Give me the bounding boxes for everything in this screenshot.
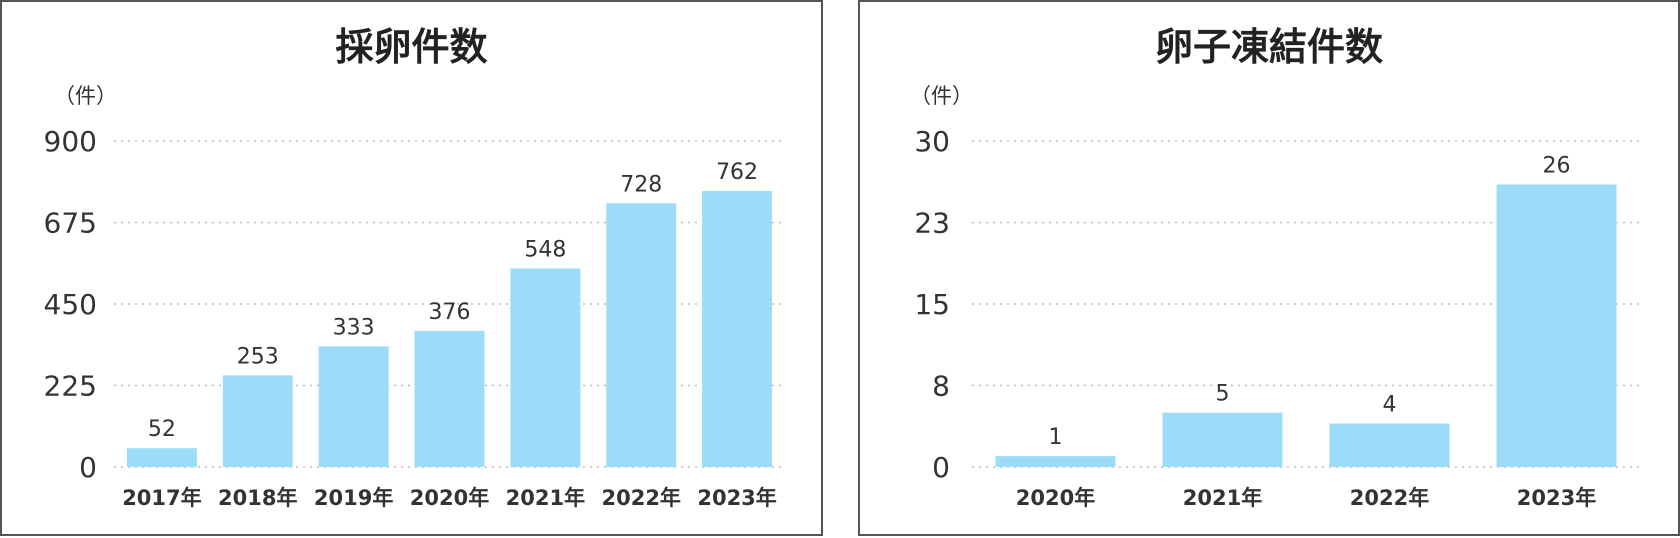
y-tick-label: 900 [44,125,97,158]
data-label: 333 [333,315,375,340]
x-tick-label: 2023年 [697,486,776,510]
y-tick-label: 0 [932,451,950,484]
chart-title: 採卵件数 [335,25,488,69]
data-label: 548 [524,238,566,263]
y-tick-label: 0 [79,451,97,484]
bar [606,203,677,467]
bar [414,330,485,467]
data-label: 728 [620,172,662,197]
bar [1162,412,1283,467]
y-tick-label: 675 [44,207,97,240]
y-tick-label: 30 [914,125,950,158]
y-tick-label: 225 [44,370,97,403]
y-unit-label: （件） [910,84,973,108]
data-label: 26 [1543,153,1571,178]
data-label: 52 [148,417,176,442]
x-tick-label: 2021年 [506,486,585,510]
chart-panel-egg-retrieval: 採卵件数 （件） 0 225 450 675 900 52 2017年 253 2018年 333… [0,0,823,536]
x-tick-label: 2020年 [410,486,489,510]
data-label: 376 [429,300,471,325]
bar-chart-egg-freezing: 0 8 15 23 30 1 2020年 5 2021年 4 2022年 26 2023年 [914,125,1640,510]
y-tick-label: 8 [932,370,950,403]
bar [222,375,293,467]
x-tick-label: 2021年 [1183,486,1262,510]
x-tick-label: 2020年 [1016,486,1095,510]
bar [510,268,581,467]
y-tick-label: 23 [914,207,950,240]
bar [318,346,389,467]
data-label: 4 [1383,393,1397,418]
bar [1496,184,1617,467]
bar [702,190,773,467]
x-tick-label: 2022年 [1350,486,1429,510]
x-tick-label: 2019年 [314,486,393,510]
chart-title: 卵子凍結件数 [1154,25,1383,69]
y-unit-label: （件） [54,84,117,108]
bar [1329,423,1450,467]
x-tick-label: 2018年 [218,486,297,510]
x-tick-label: 2022年 [601,486,680,510]
data-label: 253 [237,344,279,369]
data-label: 5 [1216,382,1230,407]
x-tick-label: 2017年 [122,486,201,510]
bar-chart-egg-retrieval: 0 225 450 675 900 52 2017年 253 2018年 333 2019年 376 2… [44,125,785,510]
x-tick-label: 2023年 [1517,486,1596,510]
bar [126,448,197,467]
y-tick-label: 450 [44,288,97,321]
data-label: 1 [1049,425,1063,450]
y-tick-label: 15 [914,288,950,321]
bar [995,456,1116,467]
data-label: 762 [716,160,758,185]
chart-panel-egg-freezing: 卵子凍結件数 （件） 0 8 15 23 30 1 2020年 5 2021年 4 2022年 26 2… [858,0,1680,536]
